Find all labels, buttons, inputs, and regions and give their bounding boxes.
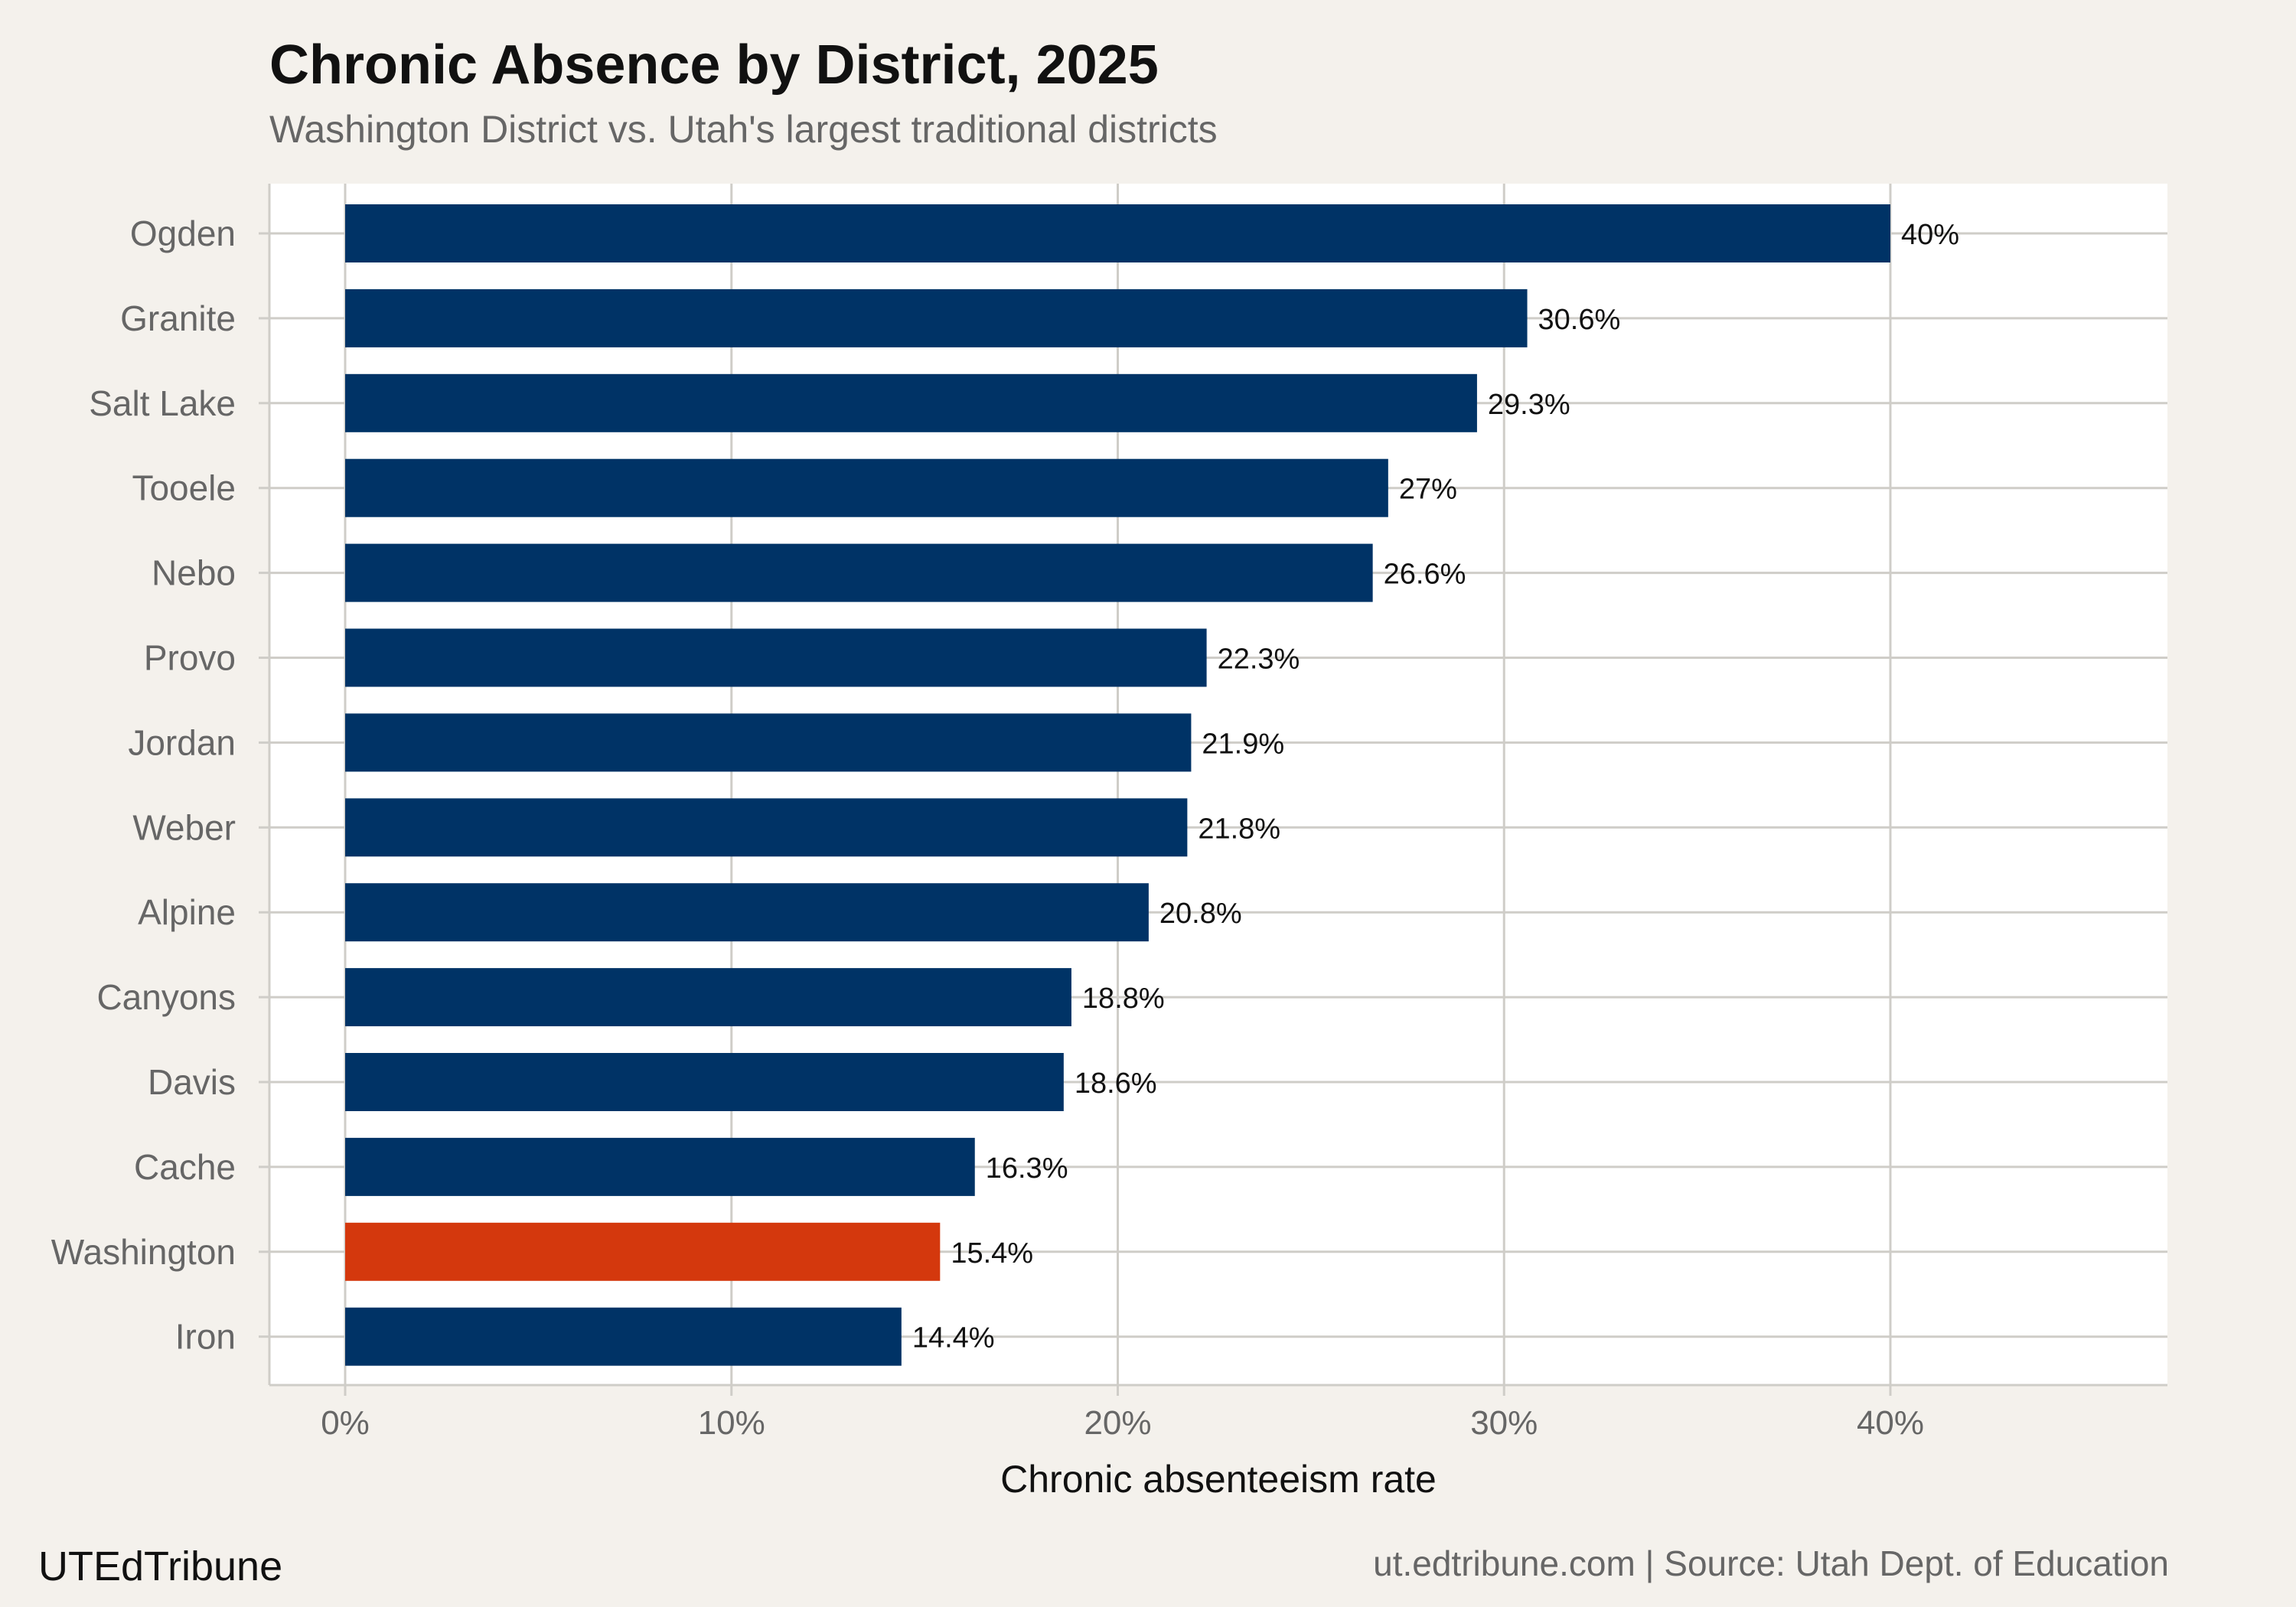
value-label: 29.3% [1488, 389, 1570, 421]
bar-granite [345, 288, 1528, 347]
value-labels: 40% 30.6% 29.3% 27% 26.6% 22.3% 21.9% 21.8% 20.8… [912, 219, 1959, 1354]
bar-salt-lake [345, 373, 1477, 432]
category-label: Davis [148, 1062, 236, 1102]
axes: 0% 10% 20% 30% 40% Ogden Granite Salt Lake Tooel… [51, 184, 2167, 1442]
value-label: 30.6% [1538, 304, 1621, 336]
category-label: Canyons [96, 977, 236, 1017]
value-label: 16.3% [986, 1152, 1068, 1185]
value-label: 21.8% [1198, 813, 1280, 845]
x-tick-label: 0% [321, 1404, 370, 1442]
x-tick-label: 20% [1084, 1404, 1151, 1442]
bar-ogden [345, 204, 1890, 262]
x-tick-label: 10% [698, 1404, 765, 1442]
category-label: Salt Lake [89, 383, 236, 423]
value-label: 18.8% [1082, 983, 1165, 1015]
bar-davis [345, 1053, 1064, 1111]
bar-tooele [345, 458, 1388, 517]
category-label: Granite [120, 298, 236, 338]
x-tick-label: 40% [1857, 1404, 1924, 1442]
bar-weber [345, 798, 1188, 857]
x-axis-label: Chronic absenteeism rate [1000, 1458, 1437, 1501]
category-label: Weber [132, 807, 236, 847]
plot-panel [269, 184, 2167, 1385]
chart-title: Chronic Absence by District, 2025 [269, 34, 1159, 96]
category-label: Provo [144, 638, 236, 678]
value-label: 26.6% [1384, 559, 1466, 591]
brand-label: UTEdTribune [38, 1543, 283, 1589]
category-label: Ogden [130, 214, 236, 253]
bar-nebo [345, 543, 1373, 602]
category-label: Cache [134, 1147, 236, 1187]
value-label: 40% [1901, 219, 1959, 251]
bar-alpine [345, 883, 1149, 942]
bars [345, 204, 1890, 1366]
chart-subtitle: Washington District vs. Utah's largest t… [269, 108, 1218, 151]
x-tick-label: 30% [1470, 1404, 1538, 1442]
bar-canyons [345, 968, 1071, 1027]
category-label: Jordan [128, 722, 236, 762]
category-label: Alpine [138, 892, 236, 932]
value-label: 14.4% [912, 1322, 995, 1354]
category-label: Nebo [152, 553, 236, 593]
category-label: Tooele [132, 468, 236, 508]
bar-washington [345, 1222, 941, 1281]
category-label: Washington [51, 1232, 236, 1272]
value-label: 18.6% [1075, 1068, 1157, 1100]
category-label: Iron [175, 1317, 236, 1357]
bar-provo [345, 628, 1207, 687]
source-note: ut.edtribune.com | Source: Utah Dept. of… [1373, 1543, 2169, 1583]
bar-cache [345, 1137, 975, 1196]
value-label: 22.3% [1218, 644, 1300, 676]
value-label: 20.8% [1159, 898, 1242, 930]
value-label: 27% [1399, 474, 1457, 506]
bar-jordan [345, 713, 1192, 772]
bar-iron [345, 1307, 902, 1366]
value-label: 21.9% [1202, 728, 1284, 760]
value-label: 15.4% [951, 1237, 1033, 1270]
